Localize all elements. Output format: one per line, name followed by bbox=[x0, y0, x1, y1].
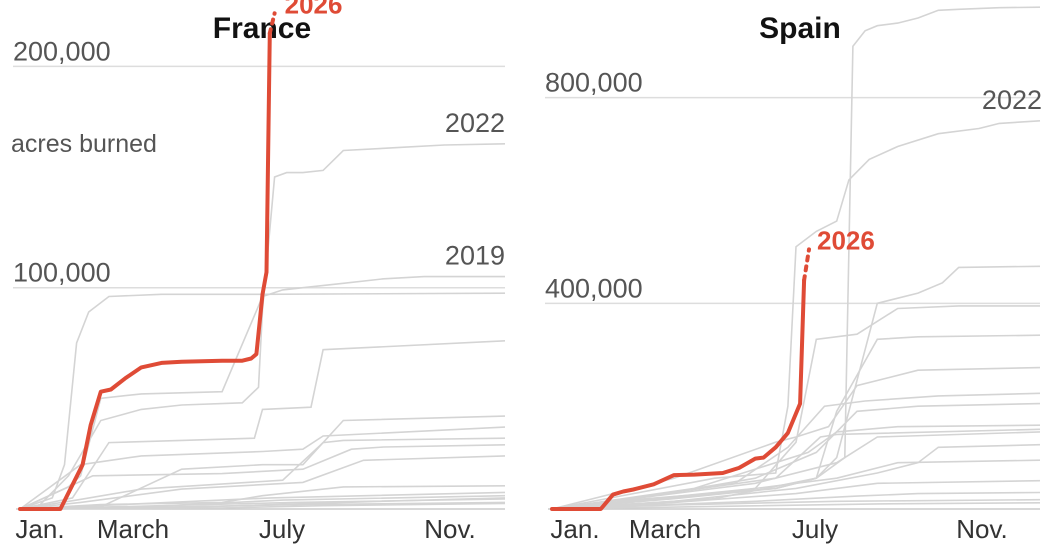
y-tick-label: 800,000 bbox=[545, 68, 643, 98]
highlight-projection bbox=[267, 11, 277, 36]
highlight-label: 2026 bbox=[285, 0, 343, 19]
panel-title: Spain bbox=[759, 12, 841, 45]
background-year-line bbox=[551, 366, 1041, 510]
year-label-2022: 2022 bbox=[445, 108, 505, 138]
year-label-2025: 2025 bbox=[982, 0, 1042, 1]
y-tick-label: 100,000 bbox=[13, 258, 111, 288]
labeled-year-line-2022 bbox=[19, 143, 506, 510]
y-tick-label: 200,000 bbox=[13, 36, 111, 66]
background-year-line bbox=[19, 455, 506, 510]
y-axis-sublabel: acres burned bbox=[11, 130, 157, 158]
panel-title: France bbox=[213, 12, 311, 45]
highlight-label: 2026 bbox=[817, 225, 875, 255]
highlight-line-2026 bbox=[550, 278, 807, 511]
background-year-line bbox=[551, 428, 1041, 510]
background-year-line bbox=[19, 491, 506, 510]
year-label-2022: 2022 bbox=[982, 85, 1042, 115]
background-year-line bbox=[19, 437, 506, 510]
background-year-line bbox=[551, 431, 1041, 510]
x-tick-label: Nov. bbox=[956, 514, 1008, 544]
background-year-line bbox=[19, 444, 506, 510]
background-year-line bbox=[551, 424, 1041, 510]
x-tick-label: July bbox=[259, 514, 305, 544]
background-year-line bbox=[551, 498, 1041, 510]
background-year-line bbox=[551, 502, 1041, 510]
highlight-line-2026 bbox=[18, 31, 272, 511]
background-year-line bbox=[19, 292, 506, 510]
x-tick-label: Jan. bbox=[550, 514, 599, 544]
labeled-year-line-2022 bbox=[551, 120, 1041, 510]
background-year-line bbox=[551, 459, 1041, 510]
background-year-line bbox=[551, 479, 1041, 510]
x-tick-label: July bbox=[792, 514, 838, 544]
background-year-line bbox=[551, 334, 1041, 510]
labeled-year-line-2025 bbox=[551, 6, 1041, 510]
x-tick-label: March bbox=[629, 514, 701, 544]
x-tick-label: March bbox=[97, 514, 169, 544]
background-year-line bbox=[551, 443, 1041, 510]
highlight-projection bbox=[802, 247, 811, 283]
background-year-line bbox=[19, 497, 506, 510]
panel-spain: Spain 400,000 800,000 2025 2022 2026 Jan. Marc… bbox=[545, 0, 1042, 544]
y-tick-label: 400,000 bbox=[545, 273, 643, 303]
x-tick-label: Nov. bbox=[424, 514, 476, 544]
x-tick-label: Jan. bbox=[15, 514, 64, 544]
panel-france: France acres burned 100,000 200,000 2022 20… bbox=[11, 0, 506, 544]
year-label-2019: 2019 bbox=[445, 241, 505, 271]
